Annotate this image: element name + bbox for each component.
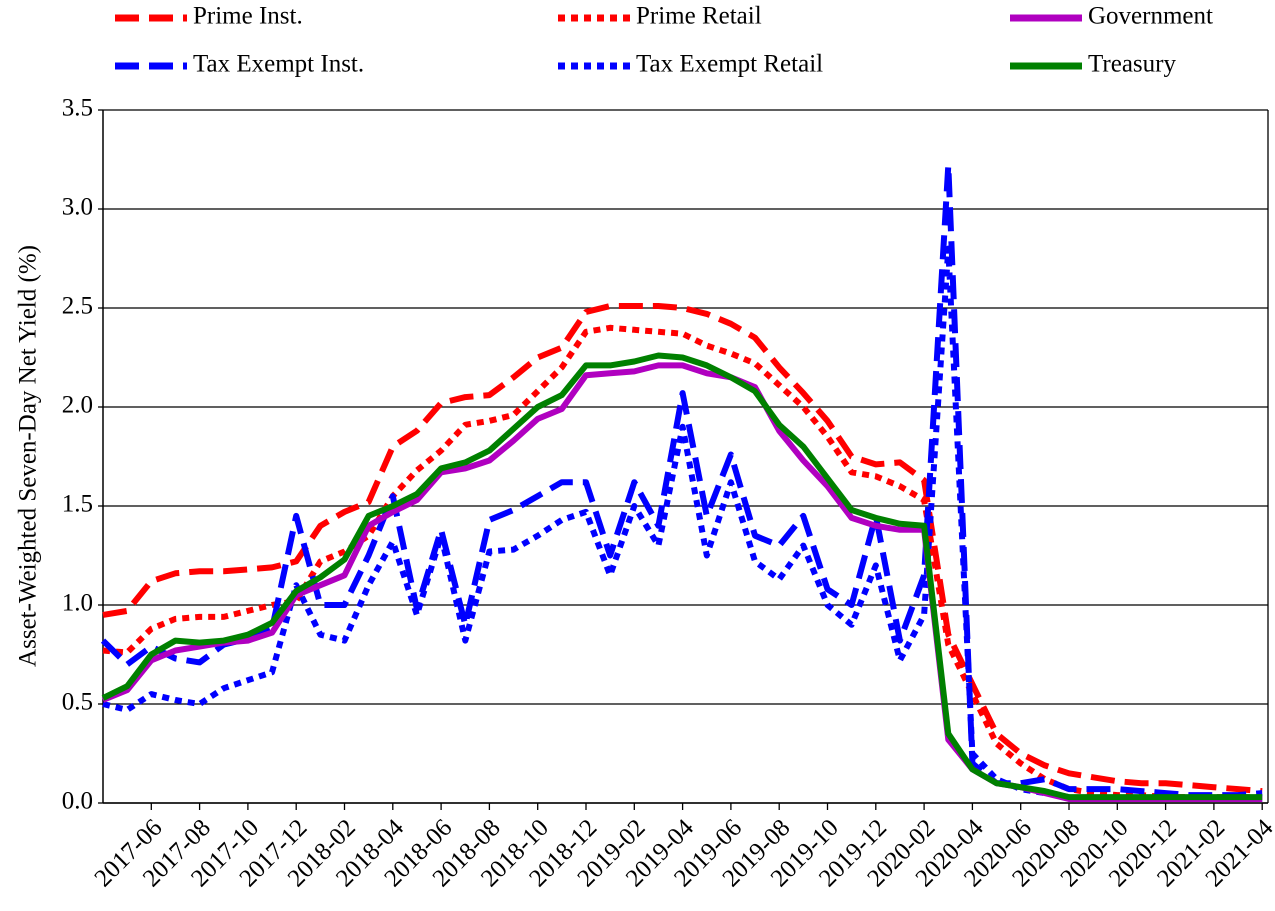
legend-label: Prime Retail	[636, 3, 762, 30]
series-line	[102, 245, 1263, 802]
legend-label: Government	[1088, 3, 1213, 30]
y-tick-label: 2.5	[62, 293, 93, 320]
series-line	[102, 303, 1263, 795]
series-line	[100, 162, 1263, 799]
legend-label: Prime Inst.	[193, 3, 303, 30]
y-tick-label: 0.5	[62, 689, 93, 716]
y-tick-label: 0.0	[62, 788, 93, 815]
legend-label: Tax Exempt Inst.	[193, 51, 364, 78]
y-tick-label: 3.5	[62, 95, 93, 122]
y-tick-label: 2.0	[62, 392, 93, 419]
y-tick-label: 3.0	[62, 194, 93, 221]
y-tick-label: 1.0	[62, 590, 93, 617]
series-line	[101, 362, 1263, 802]
y-tick-label: 1.5	[62, 491, 93, 518]
legend-label: Tax Exempt Retail	[636, 51, 823, 78]
legend-label: Treasury	[1088, 51, 1176, 78]
y-axis-label: Asset-Weighted Seven-Day Net Yield (%)	[15, 245, 42, 667]
series-line	[101, 352, 1263, 801]
